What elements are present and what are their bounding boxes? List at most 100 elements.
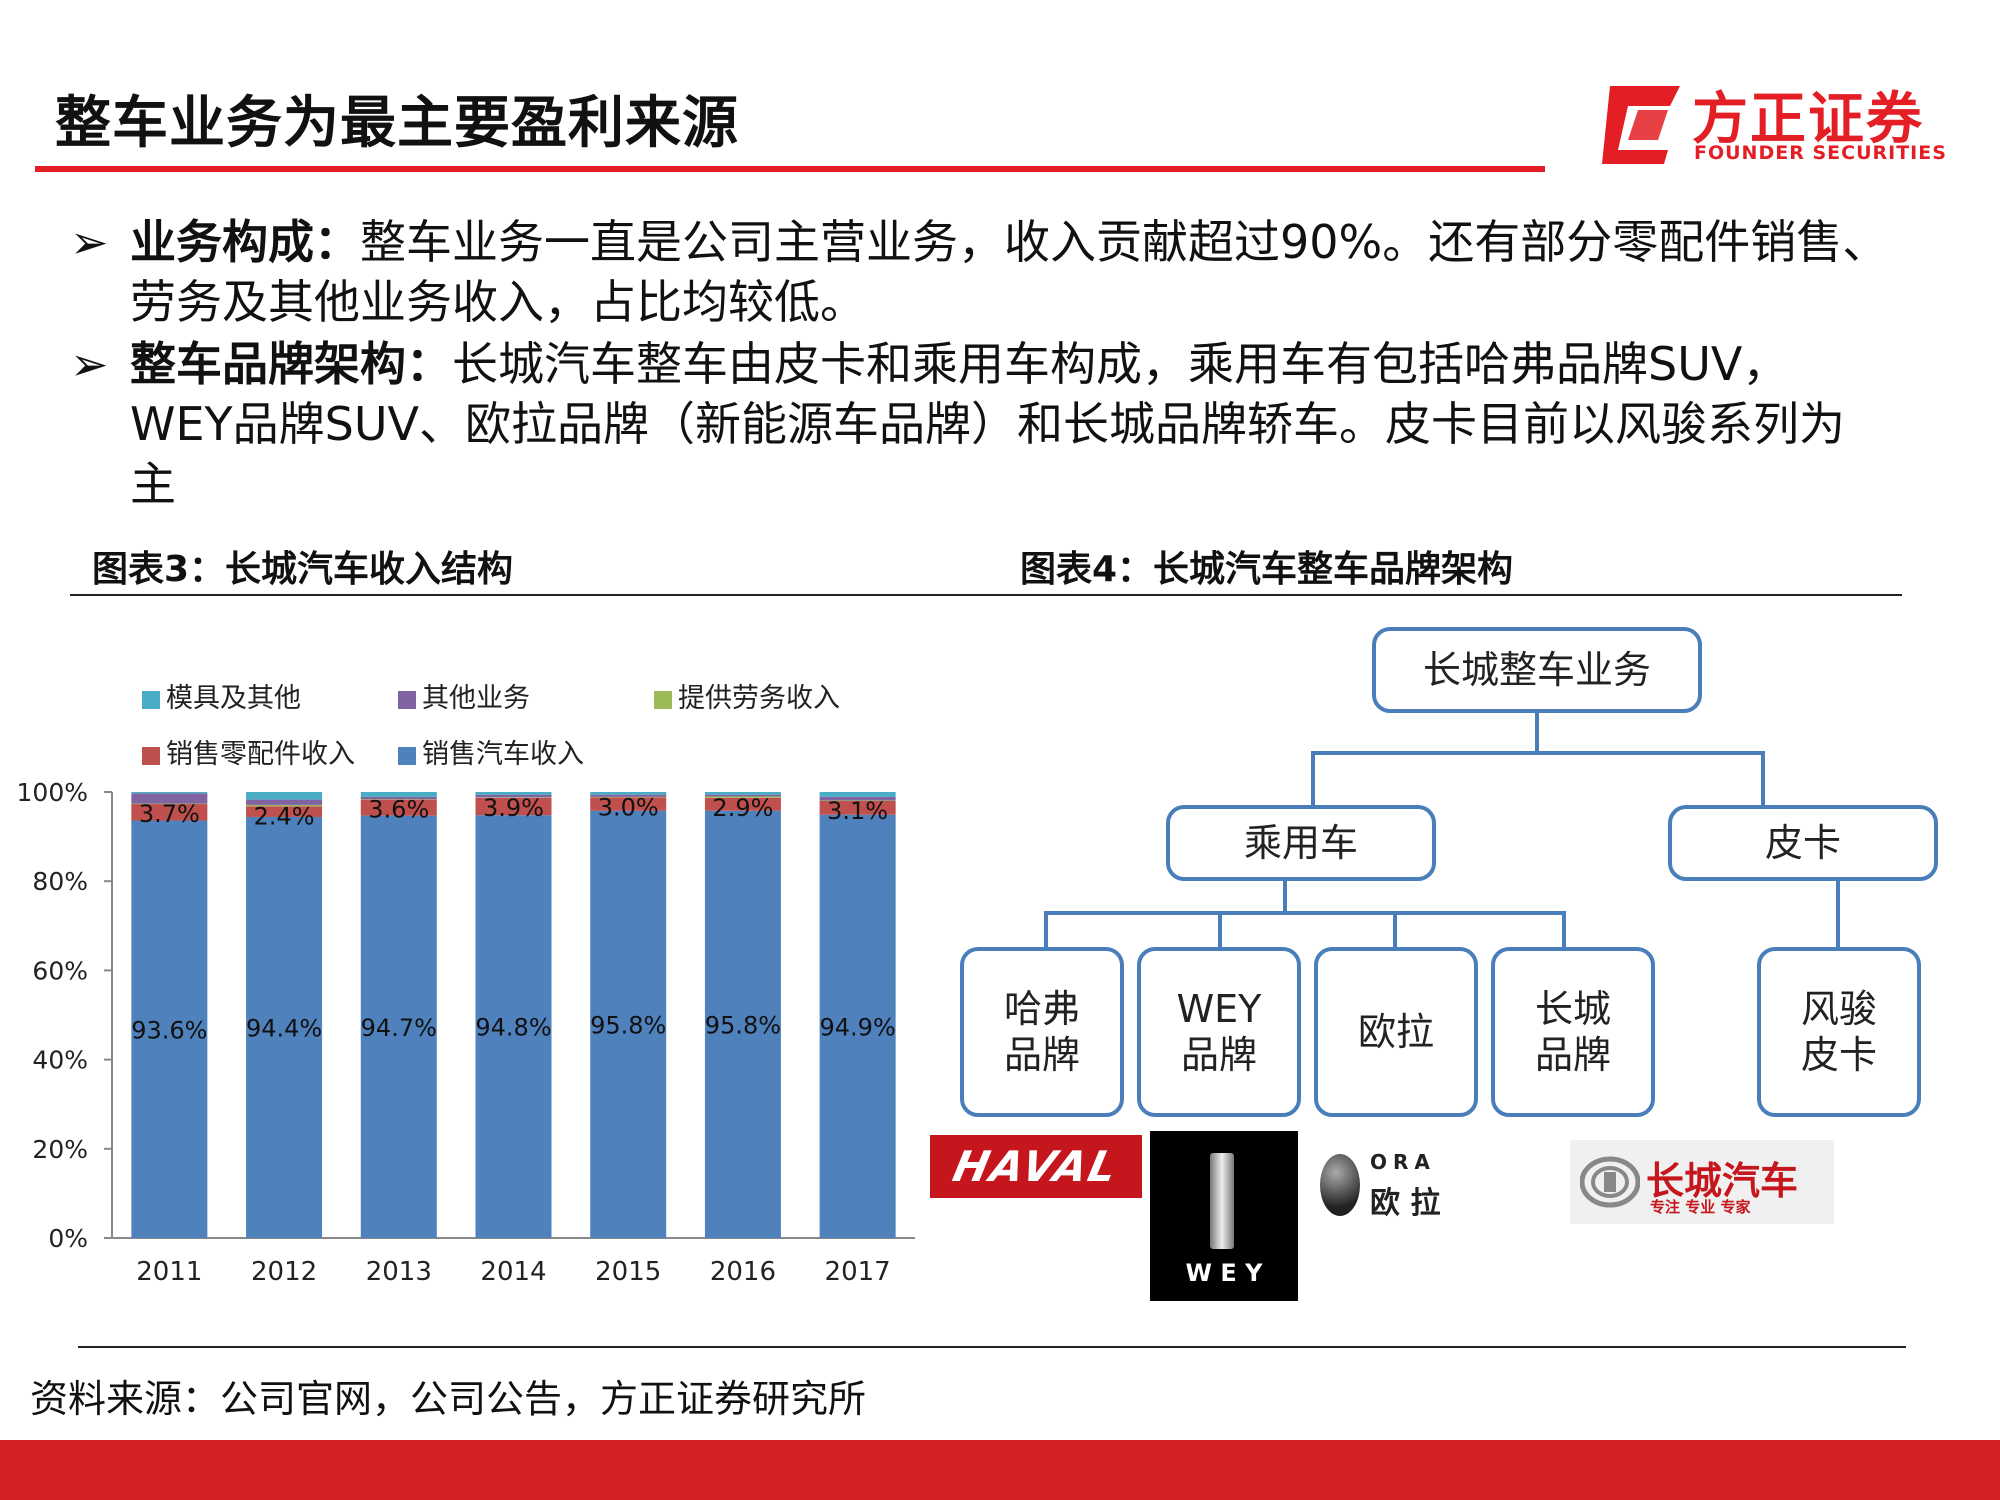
x-tick-label: 2017 <box>825 1257 891 1287</box>
bar-segment <box>131 804 208 821</box>
bullet-arrow-icon: ➢ <box>70 337 109 391</box>
bar-segment <box>246 804 323 807</box>
bar-segment <box>360 799 437 816</box>
bar-segment <box>819 796 896 801</box>
legend-swatch <box>142 691 160 709</box>
bar-segment <box>819 800 896 815</box>
connector-line <box>1044 911 1048 949</box>
legend-item: 销售汽车收入 <box>398 732 584 771</box>
legend-item: 其他业务 <box>398 676 530 715</box>
source-rule <box>78 1346 1906 1348</box>
connector-line <box>1044 911 1566 915</box>
legend-swatch <box>398 691 416 709</box>
leaf-haval: 哈弗 品牌 <box>960 947 1124 1117</box>
root-node: 长城整车业务 <box>1372 627 1702 713</box>
bar-segment <box>246 799 323 805</box>
bullet-brand-structure: ➢ 整车品牌架构：长城汽车整车由皮卡和乘用车构成，乘用车有包括哈弗品牌SUV，W… <box>70 334 1850 514</box>
legend-item: 销售零配件收入 <box>142 732 355 771</box>
data-label: 94.9% <box>820 1013 896 1041</box>
x-tick-label: 2014 <box>480 1257 546 1287</box>
x-tick-label: 2011 <box>136 1257 202 1287</box>
bar-segment <box>131 793 208 804</box>
connector-line <box>1311 751 1765 755</box>
data-label: 3.9% <box>483 794 544 822</box>
bar-segment <box>704 794 781 797</box>
x-tick-label: 2012 <box>251 1257 317 1287</box>
bar-segment <box>475 815 552 1238</box>
bar-segment <box>590 792 667 795</box>
leaf-fengjun: 风骏 皮卡 <box>1757 947 1921 1117</box>
bar-segment <box>246 792 323 800</box>
legend-swatch <box>142 747 160 765</box>
bullet-text: 整车业务一直是公司主营业务，收入贡献超过90%。还有部分零配件销售、劳务及其他业… <box>130 215 1889 329</box>
data-label: 3.0% <box>598 793 659 821</box>
legend-swatch <box>654 691 672 709</box>
bar-segment <box>704 796 781 798</box>
ora-logo: ORA 欧 拉 <box>1320 1150 1480 1221</box>
x-tick-label: 2013 <box>366 1257 432 1287</box>
caption-rule <box>70 594 1902 596</box>
bar-segment <box>360 792 437 797</box>
bullet-text: 长城汽车整车由皮卡和乘用车构成，乘用车有包括哈弗品牌SUV，WEY品牌SUV、欧… <box>130 337 1845 511</box>
bar-segment <box>360 815 437 1238</box>
bar-segment <box>590 810 667 1238</box>
leaf-wey: WEY 品牌 <box>1137 947 1301 1117</box>
founder-logo-subtitle: FOUNDER SECURITIES <box>1694 142 1947 164</box>
y-tick-label: 20% <box>32 1135 88 1164</box>
founder-logo-name: 方正证券 <box>1692 87 1924 152</box>
connector-line <box>1311 751 1315 805</box>
data-label: 95.8% <box>590 1011 666 1039</box>
greatwall-logo-mark-icon <box>1580 1156 1640 1208</box>
connector-line <box>1535 711 1539 753</box>
haval-logo: HAVAL <box>930 1135 1142 1198</box>
bullet-business-composition: ➢ 业务构成：整车业务一直是公司主营业务，收入贡献超过90%。还有部分零配件销售… <box>70 212 1888 332</box>
data-label: 3.6% <box>368 796 429 824</box>
bar-segment <box>131 820 208 1238</box>
x-tick-label: 2016 <box>710 1257 776 1287</box>
wey-logo: W E Y <box>1150 1131 1298 1301</box>
leaf-ora: 欧拉 <box>1314 947 1478 1117</box>
x-tick-label: 2015 <box>595 1257 661 1287</box>
connector-line <box>1562 911 1566 949</box>
figure4-caption: 图表4：长城汽车整车品牌架构 <box>1020 549 1514 590</box>
bar-segment <box>475 797 552 816</box>
bar-segment <box>246 816 323 1238</box>
bar-segment <box>819 792 896 797</box>
bar-segment <box>246 806 323 817</box>
bar-segment <box>704 792 781 795</box>
greatwall-logo: 长城汽车 专注 专业 专家 <box>1570 1140 1834 1224</box>
node-pickup: 皮卡 <box>1668 805 1938 881</box>
ora-logo-mark-icon <box>1320 1154 1360 1216</box>
connector-line <box>1836 879 1840 949</box>
y-tick-label: 100% <box>17 778 88 807</box>
bar-segment <box>131 792 208 794</box>
founder-logo: 方正证券 FOUNDER SECURITIES <box>1598 78 1946 168</box>
y-tick-label: 60% <box>32 956 88 985</box>
bullet-heading: 整车品牌架构： <box>130 337 452 391</box>
y-tick-label: 80% <box>32 867 88 896</box>
connector-line <box>1283 879 1287 913</box>
data-label: 95.8% <box>705 1011 781 1039</box>
footer-bar <box>0 1440 2000 1500</box>
founder-logo-mark-icon <box>1602 86 1680 164</box>
data-label: 94.8% <box>475 1014 551 1042</box>
data-label: 94.7% <box>361 1014 437 1042</box>
bar-segment <box>590 797 667 811</box>
node-passenger-car: 乘用车 <box>1166 805 1436 881</box>
legend-swatch <box>398 747 416 765</box>
data-label: 94.4% <box>246 1014 322 1042</box>
page-title: 整车业务为最主要盈利来源 <box>55 91 739 156</box>
bar-segment <box>475 792 552 795</box>
bar-segment <box>360 796 437 800</box>
connector-line <box>1393 911 1397 949</box>
data-label: 93.6% <box>131 1016 207 1044</box>
bullet-heading: 业务构成： <box>130 215 360 269</box>
revenue-structure-chart: 0% 20% 40% 60% 80% 100% 93.6% 3.7% 2011 94.4% 2.4%… <box>17 778 915 1287</box>
bar-segment <box>475 794 552 798</box>
wey-logo-mark-icon <box>1210 1153 1234 1249</box>
data-label: 2.9% <box>712 794 773 822</box>
data-label: 2.4% <box>254 802 315 830</box>
bullet-arrow-icon: ➢ <box>70 215 109 269</box>
bar-segment <box>590 794 667 797</box>
legend-item: 提供劳务收入 <box>654 676 840 715</box>
